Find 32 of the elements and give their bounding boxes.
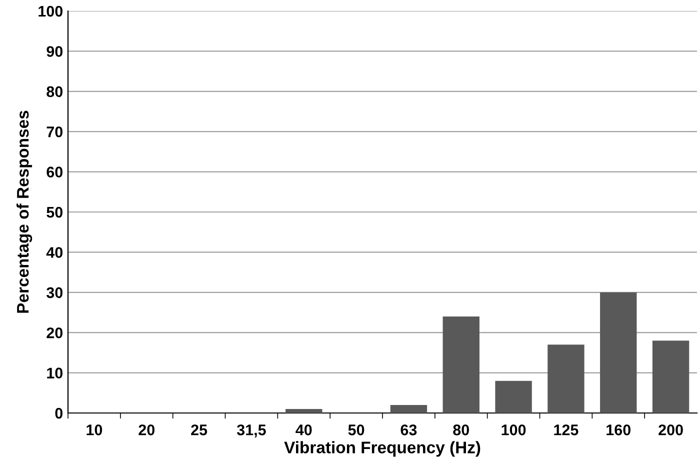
y-tick-label: 40 — [46, 247, 63, 258]
y-tick-label: 60 — [46, 166, 63, 178]
y-tick-label: 90 — [46, 46, 63, 57]
y-tick-label: 20 — [46, 327, 63, 338]
x-tick-label: 100 — [502, 424, 526, 436]
x-tick-label: 40 — [296, 424, 312, 436]
x-tick-label: 20 — [138, 424, 154, 436]
y-tick-label: 80 — [46, 86, 63, 98]
x-axis-title: Vibration Frequency (Hz) — [284, 441, 480, 457]
bar — [390, 404, 428, 413]
x-tick-label: 200 — [658, 424, 683, 436]
y-tick-label: 50 — [46, 206, 63, 218]
x-tick-label: 80 — [453, 424, 469, 436]
y-tick-label: 30 — [46, 287, 63, 298]
x-tick-label: 125 — [554, 424, 578, 436]
x-tick-label: 25 — [191, 424, 208, 436]
bar — [600, 292, 637, 413]
x-tick-label: 10 — [86, 424, 102, 436]
bar — [286, 408, 322, 413]
bar — [495, 380, 532, 413]
x-tick-label: 160 — [606, 424, 630, 436]
x-tick-label: 50 — [348, 424, 364, 436]
x-tick-label: 63 — [400, 424, 417, 436]
y-tick-label: 100 — [38, 6, 63, 17]
bar — [652, 340, 690, 413]
y-tick-label: 10 — [47, 368, 63, 378]
y-axis-title: Percentage of Responses — [16, 110, 32, 313]
y-tick-label: 0 — [55, 408, 63, 419]
bar — [548, 344, 584, 413]
bar — [442, 316, 480, 413]
x-tick-label: 31,5 — [236, 424, 266, 438]
y-tick-label: 70 — [46, 126, 63, 138]
